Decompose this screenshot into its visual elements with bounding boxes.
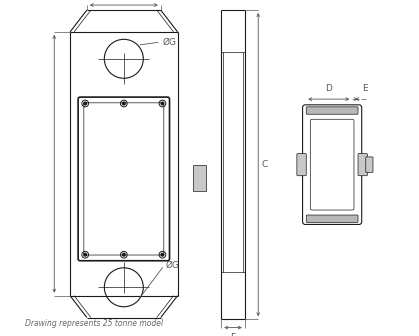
Text: ØG: ØG <box>166 261 180 270</box>
FancyBboxPatch shape <box>297 154 306 176</box>
FancyBboxPatch shape <box>306 107 358 114</box>
Circle shape <box>161 102 164 105</box>
Circle shape <box>122 102 125 105</box>
Text: Drawing represents 25 tonne model: Drawing represents 25 tonne model <box>25 319 163 328</box>
FancyBboxPatch shape <box>366 157 373 172</box>
Text: C: C <box>261 160 268 169</box>
Bar <box>193 166 206 191</box>
Circle shape <box>122 253 125 256</box>
FancyBboxPatch shape <box>358 154 367 176</box>
Text: E: E <box>362 84 368 93</box>
FancyBboxPatch shape <box>306 215 358 222</box>
Circle shape <box>84 102 87 105</box>
Text: F: F <box>230 333 235 336</box>
Circle shape <box>161 253 164 256</box>
Text: D: D <box>325 84 332 93</box>
Circle shape <box>84 253 87 256</box>
Text: ØG: ØG <box>163 38 176 46</box>
